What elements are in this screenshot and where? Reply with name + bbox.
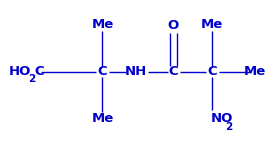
Text: Me: Me [201, 18, 223, 31]
Text: C: C [98, 65, 107, 78]
Text: 2: 2 [28, 74, 35, 84]
Text: NO: NO [211, 112, 233, 125]
Text: HO: HO [8, 65, 31, 78]
Text: O: O [168, 19, 179, 32]
Text: C: C [168, 65, 178, 78]
Text: Me: Me [91, 112, 114, 125]
Text: C: C [207, 65, 217, 78]
Text: C: C [34, 65, 44, 78]
Text: 2: 2 [225, 122, 232, 132]
Text: Me: Me [244, 65, 266, 78]
Text: NH: NH [125, 65, 147, 78]
Text: Me: Me [91, 18, 114, 31]
